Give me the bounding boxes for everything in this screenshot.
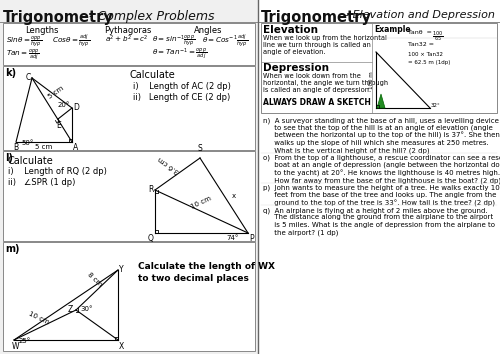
Text: l): l) [5,153,13,163]
Text: 25°: 25° [19,338,31,344]
Text: to two decimal places: to two decimal places [138,274,249,283]
Bar [3,151,255,241]
Text: S: S [198,144,202,153]
Text: $\theta = Tan^{-1} = \frac{opp}{adj}$: $\theta = Tan^{-1} = \frac{opp}{adj}$ [152,47,208,62]
Text: = 62.5 m (1dp): = 62.5 m (1dp) [408,60,451,65]
Text: – Elevation and Depression: – Elevation and Depression [340,10,495,20]
Text: 5 cm: 5 cm [36,144,52,150]
Text: ground to the top of the tree is 33°. How tall is the tree? (2 dp): ground to the top of the tree is 33°. Ho… [263,200,495,207]
Text: W: W [12,342,20,351]
Text: i)    Length of AC (2 dp): i) Length of AC (2 dp) [133,82,231,91]
Text: x: x [232,193,236,199]
Text: P: P [249,234,254,243]
Text: Calculate the length of WX: Calculate the length of WX [138,262,275,271]
Text: R: R [148,185,154,194]
Bar [3,23,255,65]
Text: between the horizontal up to the top of the hill) is 37°. She then: between the horizontal up to the top of … [263,132,500,139]
Text: 32°: 32° [431,103,441,108]
Text: What is the vertical height of the hill? (2 dp): What is the vertical height of the hill?… [263,147,430,154]
Text: The distance along the ground from the airplane to the airport: The distance along the ground from the a… [263,215,493,221]
Text: 74°: 74° [226,235,238,241]
Text: C: C [26,74,31,82]
Text: Depression: Depression [263,63,329,73]
Text: B: B [13,143,18,152]
Text: $\theta = sin^{-1}\frac{opp}{hyp}$: $\theta = sin^{-1}\frac{opp}{hyp}$ [152,34,196,49]
Text: Calculate: Calculate [130,70,176,80]
Text: Tan32 =: Tan32 = [408,42,434,47]
Bar [3,66,255,150]
Text: m): m) [5,244,20,254]
Text: Elevation: Elevation [263,25,318,35]
Text: X: X [119,342,124,351]
Text: D: D [73,103,79,113]
Text: p)  John wants to measure the height of a tree. He walks exactly 100: p) John wants to measure the height of a… [263,184,500,191]
Text: 10 cm: 10 cm [28,310,50,325]
Text: feet from the base of the tree and looks up. The angle from the: feet from the base of the tree and looks… [263,192,496,198]
Text: - Complex Problems: - Complex Problems [85,10,214,23]
Bar [3,242,255,351]
Text: q)  An airplane is flying at a height of 2 miles above the ground.: q) An airplane is flying at a height of … [263,207,488,213]
Text: Calculate: Calculate [8,156,54,166]
Text: $Tan = \frac{opp}{adj}$: $Tan = \frac{opp}{adj}$ [6,47,40,62]
Text: Example: Example [374,25,410,34]
Text: 30°: 30° [80,306,92,312]
Text: 20°: 20° [58,102,70,108]
Text: A: A [73,143,78,152]
Text: Q: Q [148,234,154,243]
Text: 10 cm: 10 cm [190,195,212,210]
Text: Lengths: Lengths [25,26,59,35]
Text: 8 cm: 8 cm [86,272,104,288]
Text: $\frac{100}{65}$: $\frac{100}{65}$ [432,30,444,44]
Polygon shape [377,94,385,108]
Text: When we look up from the horizontal: When we look up from the horizontal [263,35,387,41]
Text: $\theta = Cos^{-1}\frac{adj}{hyp}$: $\theta = Cos^{-1}\frac{adj}{hyp}$ [202,34,248,50]
Text: to see that the top of the hill is at an angle of elevation (angle: to see that the top of the hill is at an… [263,125,493,131]
Text: Y: Y [119,266,124,274]
Text: ALWAYS DRAW A SKETCH: ALWAYS DRAW A SKETCH [263,98,371,107]
Text: horizontal, the angle we turn through: horizontal, the angle we turn through [263,80,388,86]
Text: E: E [56,121,61,130]
Bar [258,0,500,354]
Text: is 5 miles. What is the angle of depression from the airplane to: is 5 miles. What is the angle of depress… [263,222,495,228]
Bar [0,0,258,354]
Text: $Cos\theta = \frac{adj}{hyp}$: $Cos\theta = \frac{adj}{hyp}$ [52,34,90,50]
Text: walks up the slope of hill which she measures at 250 metres.: walks up the slope of hill which she mea… [263,139,489,145]
Text: boat at an angle of depression (angle between the horizontal down: boat at an angle of depression (angle be… [263,162,500,169]
Text: angle of elevation.: angle of elevation. [263,49,326,55]
Text: 100 m: 100 m [369,71,374,89]
Text: Tanθ  =: Tanθ = [408,30,432,35]
Text: 100 × Tan32: 100 × Tan32 [408,52,443,57]
Text: $a^2 + b^2 = c^2$: $a^2 + b^2 = c^2$ [105,34,148,45]
Text: the airport? (1 dp): the airport? (1 dp) [263,229,338,236]
Text: to the yacht) at 20°. He knows the lighthouse is 40 metres high.: to the yacht) at 20°. He knows the light… [263,170,500,177]
Text: is called an angle of depression.: is called an angle of depression. [263,87,371,93]
Text: ii)   ∠SPR (1 dp): ii) ∠SPR (1 dp) [8,178,76,187]
Text: 5 cm: 5 cm [47,85,65,99]
Text: Trigonometry: Trigonometry [3,10,114,25]
Text: Pythagoras: Pythagoras [104,26,152,35]
Text: i)    Length of RQ (2 dp): i) Length of RQ (2 dp) [8,167,107,176]
Text: k): k) [5,68,16,78]
Text: o)  From the top of a lighthouse, a rescue coordinator can see a rescue: o) From the top of a lighthouse, a rescu… [263,154,500,161]
Text: Z: Z [68,306,73,314]
Text: ii)   Length of CE (2 dp): ii) Length of CE (2 dp) [133,93,230,102]
Text: When we look down from the: When we look down from the [263,73,361,79]
Text: line we turn through is called an: line we turn through is called an [263,42,371,48]
Text: Angles: Angles [194,26,222,35]
Text: Trigonometry: Trigonometry [261,10,372,25]
Text: n)  A surveyor standing at the base of a hill, uses a levelling device: n) A surveyor standing at the base of a … [263,117,499,124]
Text: 3.6 cm: 3.6 cm [158,155,181,174]
Text: How far away from the base of the lighthouse is the boat? (2 dp): How far away from the base of the lighth… [263,177,500,183]
Text: 50°: 50° [21,140,34,146]
Bar [261,23,497,113]
Text: $Sin\theta = \frac{opp}{hyp}$: $Sin\theta = \frac{opp}{hyp}$ [6,34,42,49]
